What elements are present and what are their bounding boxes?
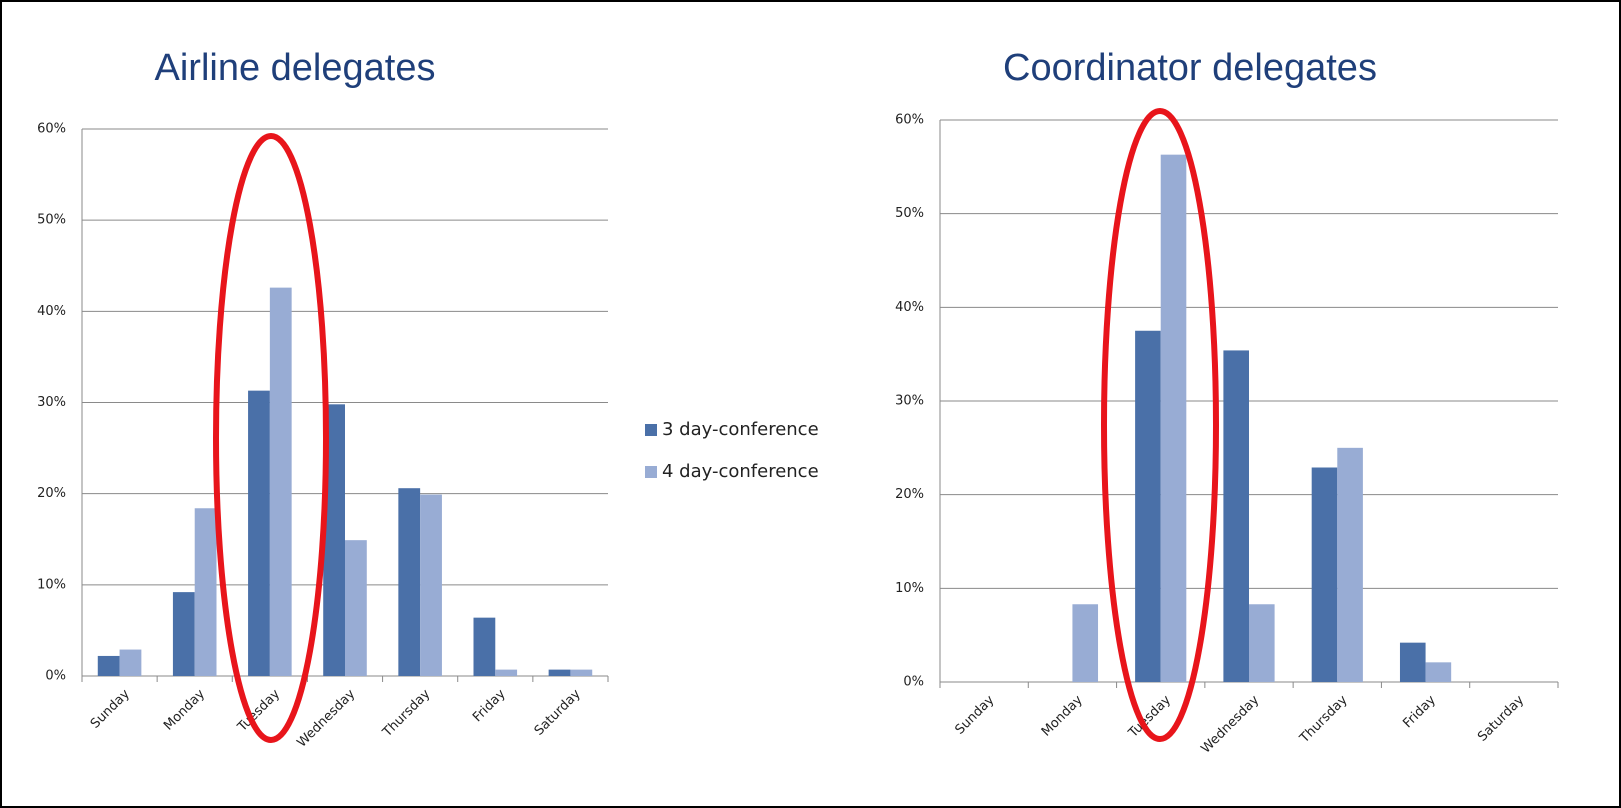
legend-swatch xyxy=(645,466,657,478)
bar xyxy=(1311,467,1338,682)
y-tick-label: 10% xyxy=(895,581,924,596)
bar xyxy=(548,669,571,676)
y-tick-label: 10% xyxy=(37,577,66,592)
y-tick-label: 50% xyxy=(895,206,924,221)
bar xyxy=(194,508,217,676)
y-tick-label: 20% xyxy=(895,487,924,502)
y-tick-label: 30% xyxy=(37,395,66,410)
bar xyxy=(1135,330,1161,682)
bar xyxy=(1425,662,1452,682)
bar xyxy=(1223,350,1249,682)
bar xyxy=(97,655,120,676)
bar xyxy=(570,669,593,676)
y-tick-label: 30% xyxy=(895,394,924,409)
bar xyxy=(248,390,270,676)
bar xyxy=(119,649,142,676)
chart-title: Airline delegates xyxy=(155,47,436,89)
bar xyxy=(1160,154,1187,682)
y-tick-label: 0% xyxy=(45,669,66,684)
y-tick-label: 0% xyxy=(903,675,924,690)
y-tick-label: 50% xyxy=(37,213,66,228)
legend-label: 4 day-conference xyxy=(662,461,819,482)
bar xyxy=(1249,604,1275,682)
bar xyxy=(1072,604,1099,682)
legend-label: 3 day-conference xyxy=(662,419,819,440)
bar xyxy=(1399,642,1426,682)
bar xyxy=(473,617,496,676)
y-tick-label: 60% xyxy=(37,122,66,137)
y-tick-label: 40% xyxy=(37,304,66,319)
bar xyxy=(345,540,367,676)
bar xyxy=(1337,447,1363,682)
bar xyxy=(269,287,292,676)
highlight-ellipse xyxy=(213,133,329,743)
chart-title: Coordinator delegates xyxy=(1003,47,1377,89)
legend-swatch xyxy=(645,424,657,436)
bar xyxy=(172,592,195,676)
y-tick-label: 40% xyxy=(895,300,924,315)
y-tick-label: 20% xyxy=(37,486,66,501)
bar xyxy=(420,494,442,676)
bar xyxy=(398,488,421,676)
y-tick-label: 60% xyxy=(895,113,924,128)
highlight-ellipse xyxy=(1101,108,1219,742)
bar xyxy=(495,669,518,676)
